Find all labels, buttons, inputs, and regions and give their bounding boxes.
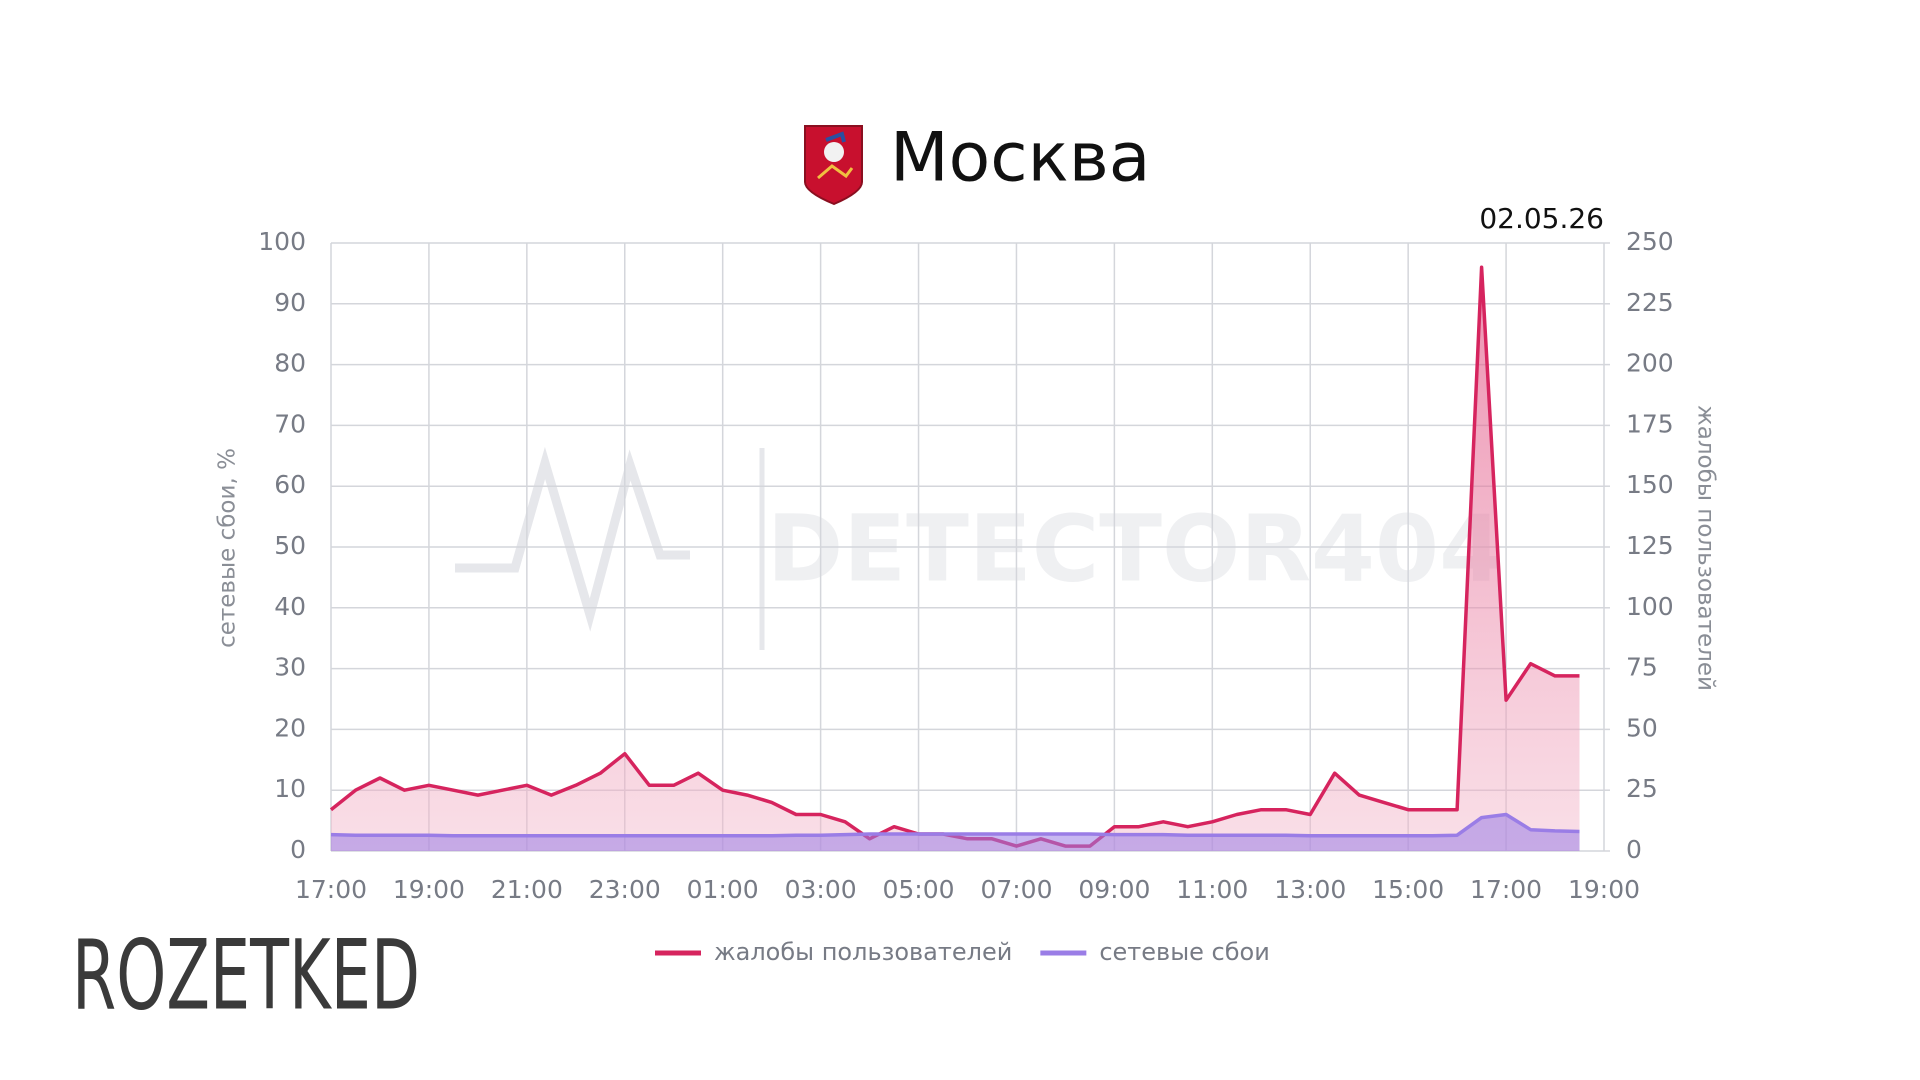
x-tick-label: 19:00 <box>393 875 465 904</box>
y2-tick-label: 175 <box>1626 409 1674 438</box>
series-area <box>331 814 1580 851</box>
grid <box>330 242 1605 852</box>
chart-title: Москва <box>890 119 1150 198</box>
y-tick-label: 100 <box>258 227 306 256</box>
legend-label: жалобы пользователей <box>714 938 1012 966</box>
y2-tick-label: 150 <box>1626 470 1674 499</box>
x-tick-label: 07:00 <box>980 875 1052 904</box>
y2-tick-label: 225 <box>1626 288 1674 317</box>
series-area <box>331 267 1580 851</box>
y2-tick-label: 0 <box>1626 835 1642 864</box>
x-tick-label: 03:00 <box>785 875 857 904</box>
x-tick-label: 19:00 <box>1568 875 1640 904</box>
y-tick-label: 0 <box>290 835 306 864</box>
x-tick-label: 09:00 <box>1078 875 1150 904</box>
x-tick-label: 17:00 <box>1470 875 1542 904</box>
y-axis-label: сетевые сбои, % <box>215 448 241 648</box>
x-tick-label: 21:00 <box>491 875 563 904</box>
date-annotation: 02.05.26 <box>1479 202 1604 235</box>
y-tick-label: 80 <box>274 349 306 378</box>
y2-tick-label: 200 <box>1626 349 1674 378</box>
y2-tick-label: 250 <box>1626 227 1674 256</box>
y-tick-label: 70 <box>274 409 306 438</box>
moscow-emblem <box>804 125 863 206</box>
x-tick-label: 15:00 <box>1372 875 1444 904</box>
x-tick-label: 01:00 <box>687 875 759 904</box>
y-tick-label: 60 <box>274 470 306 499</box>
y-tick-label: 10 <box>274 774 306 803</box>
y-tick-label: 20 <box>274 713 306 742</box>
legend-label: сетевые сбои <box>1099 938 1269 966</box>
watermark: DETECTOR404 <box>767 495 1503 602</box>
x-tick-label: 17:00 <box>295 875 367 904</box>
y-tick-label: 40 <box>274 592 306 621</box>
plot <box>329 265 1580 851</box>
y-tick-label: 30 <box>274 653 306 682</box>
legend: жалобы пользователей сетевые сбои <box>655 938 1270 966</box>
y-tick-label: 90 <box>274 288 306 317</box>
watermark-icon <box>455 446 690 632</box>
y2-axis-label: жалобы пользователей <box>1693 405 1719 691</box>
x-tick-label: 05:00 <box>883 875 955 904</box>
y2-tick-label: 75 <box>1626 653 1658 682</box>
y2-tick-label: 125 <box>1626 531 1674 560</box>
series-line <box>330 812 1580 838</box>
x-tick-label: 11:00 <box>1176 875 1248 904</box>
x-tick-label: 13:00 <box>1274 875 1346 904</box>
axes: 0 10 20 30 40 50 60 70 80 90 100 0 25 50 75 100 125 150 17… <box>258 227 1673 904</box>
y2-tick-label: 25 <box>1626 774 1658 803</box>
y-tick-label: 50 <box>274 531 306 560</box>
brand-logo: ROZETKED <box>72 919 420 1031</box>
y2-tick-label: 50 <box>1626 713 1658 742</box>
y2-tick-label: 100 <box>1626 592 1674 621</box>
x-tick-label: 23:00 <box>589 875 661 904</box>
